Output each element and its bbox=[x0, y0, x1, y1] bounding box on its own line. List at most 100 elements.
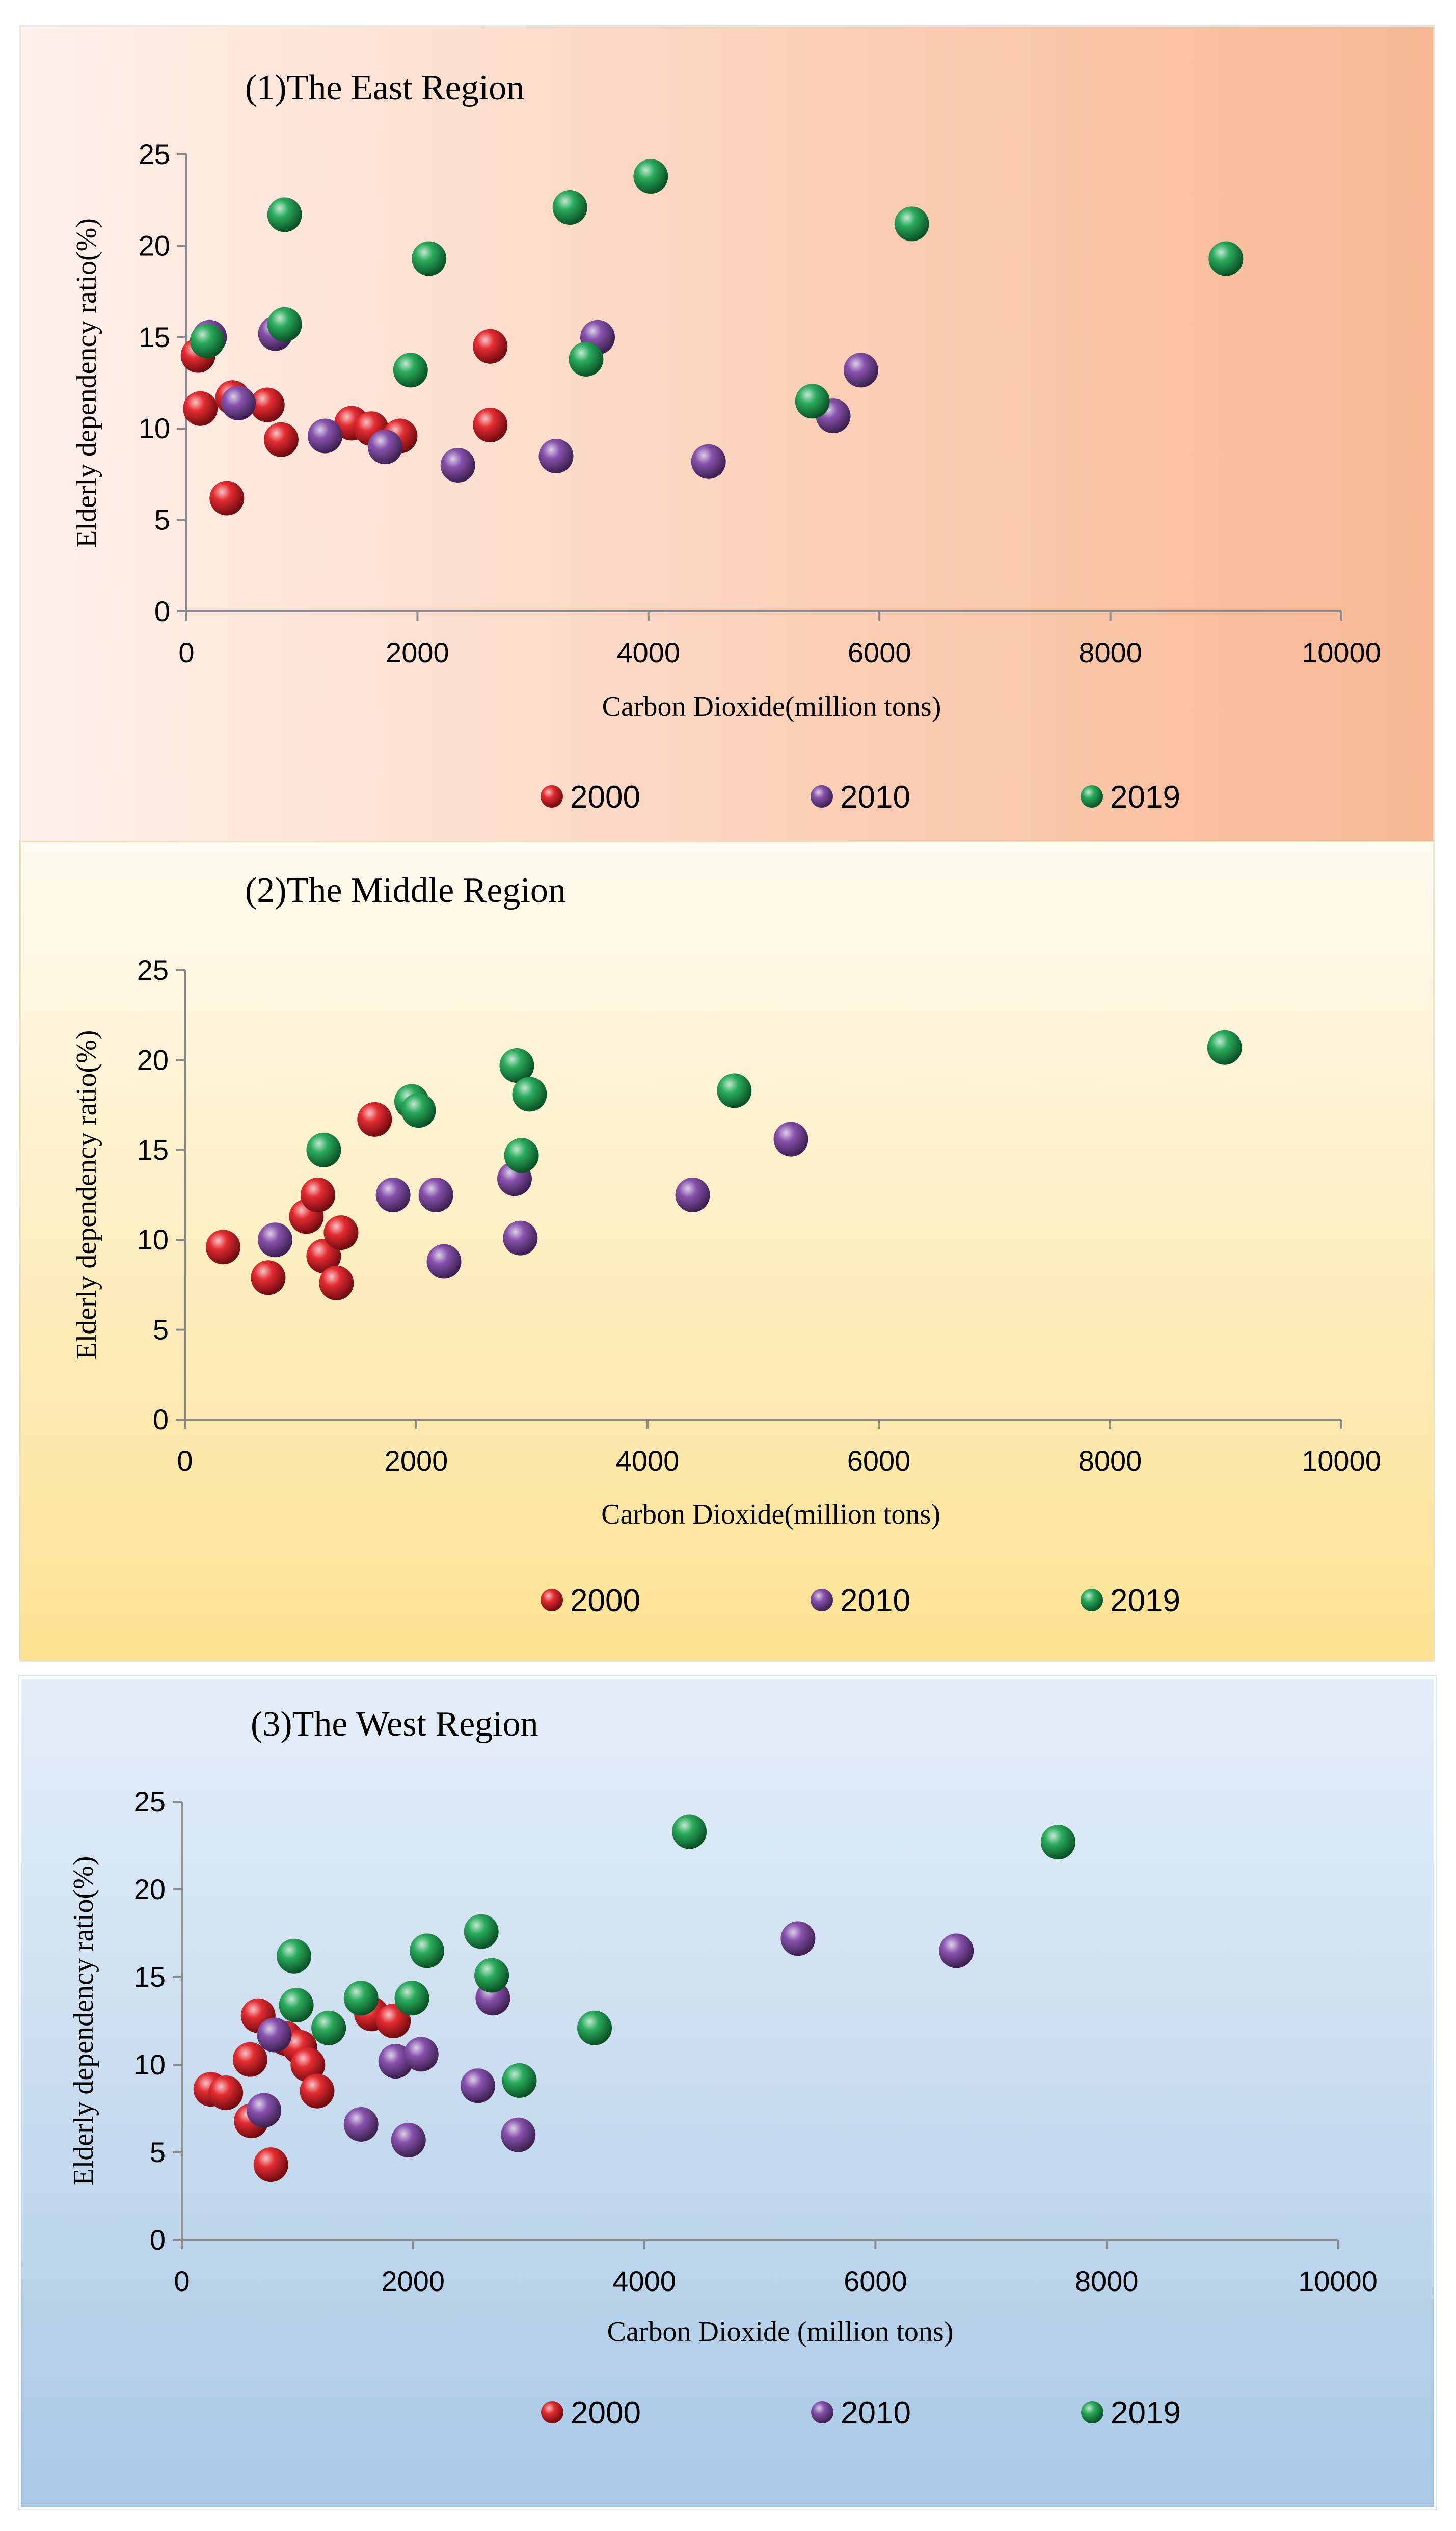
point-2000 bbox=[209, 481, 245, 516]
x-tick-label: 10000 bbox=[1302, 1445, 1381, 1477]
x-tick-label: 6000 bbox=[848, 636, 911, 669]
point-2000 bbox=[300, 2073, 335, 2109]
point-2010 bbox=[403, 2037, 439, 2072]
x-tick-label: 4000 bbox=[617, 636, 681, 669]
east-region-chart: (1)The East Region 0 5 10 15 20 25 0 2000 4000 60… bbox=[71, 68, 1381, 815]
point-2000 bbox=[301, 1178, 336, 1212]
legend-label-2000: 2000 bbox=[571, 2395, 641, 2431]
point-2010 bbox=[343, 2107, 379, 2142]
y-tick-label: 25 bbox=[139, 138, 170, 170]
point-2010 bbox=[939, 1933, 974, 1968]
y-axis-label: Elderly dependency ratio(%) bbox=[68, 1856, 99, 2186]
y-tick-label: 20 bbox=[139, 229, 170, 261]
point-2000 bbox=[232, 2042, 267, 2077]
point-2019 bbox=[672, 1814, 707, 1849]
y-tick-label: 20 bbox=[137, 1044, 169, 1076]
point-2010 bbox=[460, 2068, 495, 2103]
point-2000 bbox=[263, 422, 299, 457]
y-tick-label: 15 bbox=[134, 1961, 166, 1993]
point-2000 bbox=[319, 1265, 354, 1300]
y-tick-label: 10 bbox=[134, 2048, 166, 2081]
point-2000 bbox=[205, 1230, 240, 1265]
point-2019 bbox=[499, 1048, 534, 1083]
chart-title: (1)The East Region bbox=[245, 68, 524, 108]
point-2019 bbox=[569, 341, 604, 377]
point-2019 bbox=[277, 1938, 312, 1974]
point-2010 bbox=[538, 439, 574, 474]
point-2019 bbox=[502, 2063, 537, 2098]
point-2019 bbox=[343, 1981, 379, 2016]
x-tick-label: 6000 bbox=[844, 2265, 907, 2297]
point-2019 bbox=[410, 1933, 445, 1968]
y-tick-label: 15 bbox=[139, 321, 170, 353]
point-2010 bbox=[780, 1921, 816, 1956]
point-2019 bbox=[633, 159, 668, 194]
point-2000 bbox=[208, 2075, 244, 2111]
legend-marker-2019 bbox=[1081, 785, 1103, 808]
y-axis-label: Elderly dependency ratio(%) bbox=[71, 1030, 102, 1360]
y-tick-label: 0 bbox=[153, 1403, 169, 1435]
chart-title: (3)The West Region bbox=[251, 1704, 538, 1744]
legend-label-2019: 2019 bbox=[1111, 2395, 1181, 2431]
x-tick-label: 4000 bbox=[612, 2265, 676, 2297]
legend-label-2010: 2010 bbox=[840, 1583, 910, 1618]
point-2010 bbox=[367, 430, 402, 465]
x-tick-label: 2000 bbox=[382, 2265, 445, 2297]
x-tick-label: 10000 bbox=[1298, 2265, 1378, 2297]
x-tick-label: 2000 bbox=[385, 1445, 448, 1477]
point-2019 bbox=[464, 1914, 499, 1949]
point-2019 bbox=[795, 384, 830, 419]
point-2000 bbox=[253, 2147, 288, 2182]
point-2010 bbox=[501, 2117, 536, 2152]
y-tick-label: 25 bbox=[137, 954, 169, 986]
x-tick-label: 8000 bbox=[1078, 1445, 1142, 1477]
y-tick-label: 5 bbox=[150, 2136, 166, 2168]
point-2010 bbox=[418, 1178, 453, 1212]
point-2019 bbox=[894, 206, 929, 242]
legend-marker-2000 bbox=[541, 2401, 563, 2423]
x-tick-label: 0 bbox=[177, 1445, 193, 1477]
x-axis-label: Carbon Dioxide (million tons) bbox=[607, 2316, 954, 2348]
x-tick-label: 10000 bbox=[1302, 636, 1381, 669]
point-2019 bbox=[717, 1073, 752, 1108]
y-tick-label: 0 bbox=[150, 2224, 166, 2256]
middle-region-chart: (2)The Middle Region 0 5 10 15 20 25 0 2000 4000… bbox=[71, 871, 1381, 1618]
x-tick-label: 8000 bbox=[1075, 2265, 1139, 2297]
legend-label-2000: 2000 bbox=[570, 780, 640, 815]
legend-label-2010: 2010 bbox=[841, 2395, 911, 2431]
point-2019 bbox=[412, 241, 447, 276]
point-2019 bbox=[504, 1138, 539, 1173]
y-tick-label: 10 bbox=[139, 412, 170, 444]
point-2000 bbox=[250, 387, 285, 422]
point-2019 bbox=[401, 1093, 436, 1128]
y-tick-label: 5 bbox=[153, 1314, 169, 1346]
legend-label-2019: 2019 bbox=[1110, 1583, 1180, 1618]
point-2000 bbox=[183, 391, 218, 426]
point-2019 bbox=[1208, 241, 1244, 276]
point-2010 bbox=[375, 1178, 411, 1212]
y-tick-label: 10 bbox=[137, 1223, 169, 1256]
y-tick-label: 20 bbox=[134, 1873, 166, 1905]
legend-label-2000: 2000 bbox=[570, 1583, 640, 1618]
x-axis-label: Carbon Dioxide(million tons) bbox=[601, 1499, 940, 1530]
point-2000 bbox=[357, 1102, 392, 1137]
point-2019 bbox=[1207, 1030, 1242, 1065]
point-2010 bbox=[691, 444, 726, 479]
x-tick-label: 0 bbox=[178, 636, 194, 669]
legend-label-2010: 2010 bbox=[840, 780, 910, 815]
x-tick-label: 8000 bbox=[1078, 636, 1142, 669]
legend-marker-2000 bbox=[541, 785, 563, 808]
point-2010 bbox=[257, 2017, 292, 2053]
point-2019 bbox=[279, 1988, 314, 2023]
point-2010 bbox=[675, 1178, 710, 1212]
point-2000 bbox=[473, 408, 508, 443]
x-tick-label: 4000 bbox=[616, 1445, 680, 1477]
x-tick-label: 0 bbox=[174, 2265, 190, 2297]
point-2019 bbox=[394, 1981, 429, 2016]
legend-marker-2019 bbox=[1081, 2401, 1103, 2423]
point-2019 bbox=[577, 2010, 612, 2045]
legend-marker-2010 bbox=[811, 1589, 833, 1611]
point-2019 bbox=[311, 2010, 346, 2045]
x-tick-label: 2000 bbox=[386, 636, 449, 669]
point-2010 bbox=[773, 1122, 808, 1157]
